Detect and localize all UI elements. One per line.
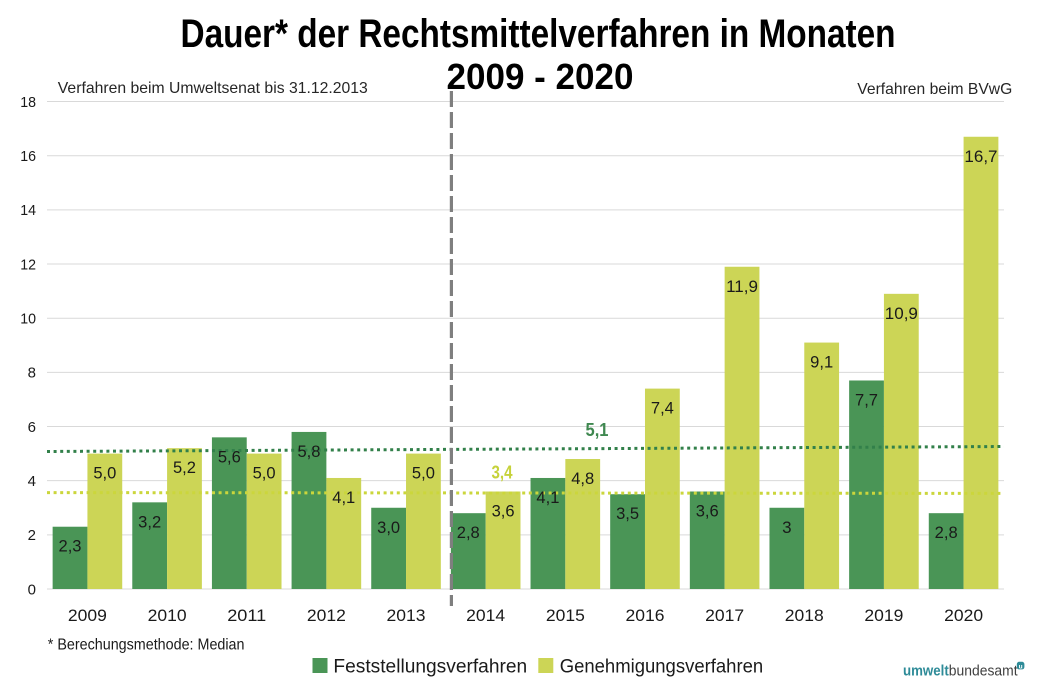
- svg-text:2017: 2017: [705, 606, 744, 625]
- svg-text:0: 0: [28, 581, 36, 598]
- svg-text:bundesamt: bundesamt: [949, 663, 1019, 680]
- svg-text:2: 2: [28, 527, 36, 544]
- svg-text:Dauer* der Rechtsmittelverfahr: Dauer* der Rechtsmittelverfahren in Mona…: [181, 12, 896, 56]
- svg-text:4,1: 4,1: [536, 488, 559, 507]
- svg-text:umwelt: umwelt: [903, 663, 949, 680]
- svg-text:3,4: 3,4: [492, 463, 513, 483]
- svg-text:5,2: 5,2: [173, 458, 196, 477]
- svg-text:8: 8: [28, 365, 36, 382]
- svg-text:3,5: 3,5: [616, 504, 639, 523]
- svg-text:2015: 2015: [546, 606, 585, 625]
- svg-text:7,4: 7,4: [651, 399, 674, 418]
- svg-text:Genehmigungsverfahren: Genehmigungsverfahren: [560, 657, 764, 678]
- svg-text:5,8: 5,8: [297, 442, 320, 461]
- svg-text:5,1: 5,1: [586, 420, 609, 440]
- svg-text:3,0: 3,0: [377, 518, 400, 537]
- svg-text:2016: 2016: [625, 606, 664, 625]
- svg-text:2010: 2010: [148, 606, 187, 625]
- svg-text:18: 18: [20, 94, 36, 111]
- svg-text:2014: 2014: [466, 606, 505, 625]
- svg-text:2018: 2018: [785, 606, 824, 625]
- svg-text:7,7: 7,7: [855, 390, 878, 409]
- svg-text:16: 16: [20, 148, 36, 165]
- svg-text:11,9: 11,9: [726, 277, 758, 296]
- svg-text:Verfahren beim BVwG: Verfahren beim BVwG: [857, 81, 1012, 98]
- svg-text:12: 12: [20, 256, 36, 273]
- svg-text:5,6: 5,6: [218, 447, 241, 466]
- svg-text:4,1: 4,1: [332, 488, 355, 507]
- svg-text:u: u: [1019, 663, 1023, 670]
- svg-text:16,7: 16,7: [964, 147, 997, 166]
- svg-text:5,0: 5,0: [253, 464, 276, 483]
- svg-text:3: 3: [782, 518, 791, 537]
- svg-text:2009: 2009: [68, 606, 107, 625]
- svg-text:4: 4: [28, 473, 36, 490]
- svg-text:2020: 2020: [944, 606, 983, 625]
- svg-text:Feststellungsverfahren: Feststellungsverfahren: [333, 657, 527, 678]
- svg-text:10,9: 10,9: [885, 304, 918, 323]
- svg-text:4,8: 4,8: [571, 469, 594, 488]
- svg-text:14: 14: [20, 202, 36, 219]
- svg-text:2012: 2012: [307, 606, 346, 625]
- svg-text:3,6: 3,6: [696, 502, 719, 521]
- svg-text:3,6: 3,6: [492, 502, 515, 521]
- svg-text:5,0: 5,0: [412, 464, 435, 483]
- svg-text:* Berechungsmethode: Median: * Berechungsmethode: Median: [48, 637, 245, 654]
- svg-text:10: 10: [20, 311, 36, 328]
- svg-text:2013: 2013: [387, 606, 426, 625]
- svg-text:2009 - 2020: 2009 - 2020: [447, 56, 634, 97]
- svg-text:5,0: 5,0: [93, 464, 116, 483]
- svg-text:Verfahren beim Umweltsenat bis: Verfahren beim Umweltsenat bis 31.12.201…: [58, 80, 368, 97]
- svg-text:2011: 2011: [227, 606, 266, 625]
- svg-text:2,3: 2,3: [59, 537, 82, 556]
- svg-text:2,8: 2,8: [457, 523, 480, 542]
- svg-text:2019: 2019: [864, 606, 903, 625]
- svg-text:9,1: 9,1: [810, 353, 833, 372]
- svg-text:2,8: 2,8: [935, 523, 958, 542]
- svg-text:3,2: 3,2: [138, 512, 161, 531]
- svg-text:6: 6: [28, 419, 36, 436]
